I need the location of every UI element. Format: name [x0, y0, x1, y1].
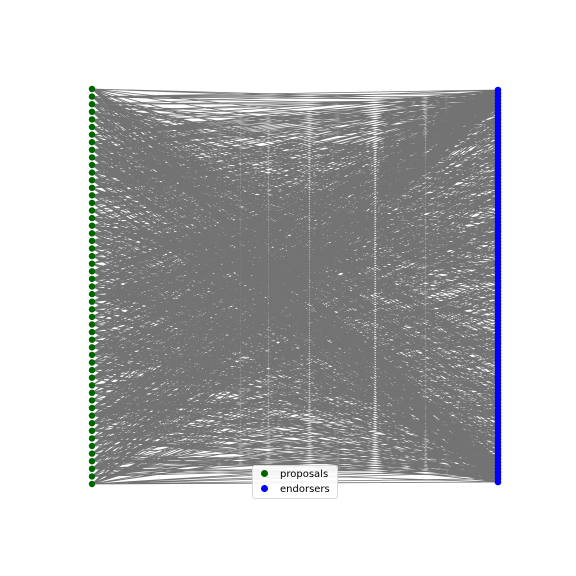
legend-label-proposals: proposals [280, 469, 329, 480]
proposal-node [88, 283, 96, 290]
proposal-node [88, 420, 96, 427]
proposal-node [88, 161, 96, 169]
proposal-node [88, 351, 96, 359]
proposal-node [88, 336, 96, 343]
edge-group [91, 88, 499, 485]
proposal-node [88, 85, 96, 93]
edges [91, 88, 499, 485]
proposal-node [88, 382, 96, 389]
proposal-node [88, 298, 96, 305]
proposal-node-group [88, 85, 96, 488]
proposal-node [88, 222, 96, 229]
proposal-node [88, 184, 96, 191]
proposal-node [88, 404, 96, 412]
proposal-node [88, 252, 96, 260]
proposal-node [88, 465, 96, 472]
proposal-node [88, 207, 96, 214]
proposal-node [88, 192, 96, 199]
proposal-node [88, 275, 96, 283]
proposal-node [88, 321, 96, 328]
legend-entry-endorsers: endorsers [261, 483, 330, 497]
endorser-node [494, 478, 502, 486]
proposal-node [88, 139, 96, 146]
proposal-node [88, 169, 96, 176]
proposal-node [88, 473, 96, 480]
endorser-node-group [494, 86, 502, 486]
proposal-node [88, 306, 96, 313]
proposal-node [88, 116, 96, 123]
proposal-node [88, 123, 96, 131]
proposal-node [88, 108, 96, 116]
proposal-node [88, 290, 96, 298]
proposal-node [88, 344, 96, 351]
proposal-node [88, 397, 96, 404]
proposal-node [88, 214, 96, 222]
proposal-node [88, 101, 96, 108]
proposal-node [88, 131, 96, 138]
proposal-node [88, 268, 96, 275]
legend-marker-endorsers [261, 484, 268, 492]
proposal-node [88, 450, 96, 457]
proposal-node [88, 480, 96, 488]
proposal-node [88, 146, 96, 153]
proposal-node [88, 389, 96, 396]
proposal-node [88, 359, 96, 366]
proposal-node [88, 313, 96, 321]
proposal-node [88, 245, 96, 252]
proposal-node [88, 230, 96, 237]
proposal-node [88, 177, 96, 184]
legend: proposals endorsers [252, 465, 338, 499]
proposal-node [88, 366, 96, 374]
proposal-node [88, 260, 96, 267]
legend-marker-proposals [261, 469, 268, 477]
proposal-node [88, 412, 96, 419]
proposal-node [88, 328, 96, 336]
proposal-node [88, 237, 96, 245]
proposal-node [88, 427, 96, 434]
legend-label-endorsers: endorsers [280, 484, 330, 495]
proposal-node [88, 199, 96, 207]
proposal-node [88, 435, 96, 442]
proposal-node [88, 154, 96, 161]
proposal-node [88, 93, 96, 100]
proposal-node [88, 458, 96, 465]
proposal-node [88, 374, 96, 381]
proposal-node [88, 442, 96, 450]
legend-entry-proposals: proposals [261, 468, 328, 482]
